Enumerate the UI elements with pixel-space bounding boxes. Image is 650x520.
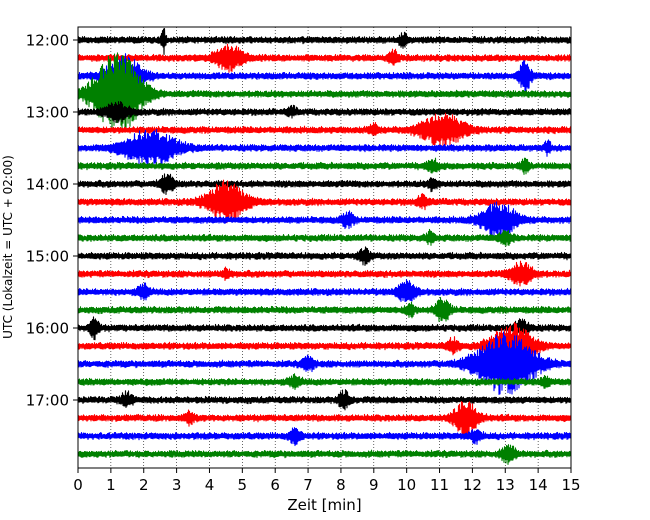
x-tick-label: 10 xyxy=(397,476,416,494)
x-tick-label: 13 xyxy=(496,476,515,494)
x-tick-label: 8 xyxy=(336,476,346,494)
seismic-trace-1500 xyxy=(77,246,572,266)
seismic-trace-1715 xyxy=(77,400,572,437)
y-axis-label: UTC (Lokalzeit = UTC + 02:00) xyxy=(1,155,15,339)
y-axis-ticks: 12:00 13:00 14:00 15:00 16:00 17:00 xyxy=(26,32,78,410)
seismic-trace-1245 xyxy=(77,52,572,133)
seismic-trace-1530 xyxy=(77,279,572,303)
seismic-trace-1730 xyxy=(77,427,572,447)
seismic-trace-1400 xyxy=(77,173,572,196)
x-axis-label: Zeit [min] xyxy=(287,496,361,514)
y-tick-label: 17:00 xyxy=(26,392,69,410)
y-tick-label: 13:00 xyxy=(26,104,69,122)
seismic-trace-1445 xyxy=(77,228,572,247)
seismic-trace-1315 xyxy=(77,112,572,148)
seismic-trace-1545 xyxy=(77,297,572,322)
seismic-trace-1515 xyxy=(77,260,572,287)
seismic-traces xyxy=(77,27,572,465)
x-tick-label: 3 xyxy=(172,476,182,494)
seismic-trace-1215 xyxy=(77,43,572,73)
y-tick-label: 14:00 xyxy=(26,176,69,194)
seismic-trace-1600 xyxy=(77,316,572,341)
x-tick-label: 14 xyxy=(529,476,548,494)
seismic-trace-1345 xyxy=(77,157,572,175)
seismic-trace-1430 xyxy=(77,201,572,240)
x-tick-label: 11 xyxy=(430,476,449,494)
x-tick-label: 7 xyxy=(303,476,313,494)
x-tick-label: 5 xyxy=(238,476,248,494)
x-tick-label: 2 xyxy=(139,476,149,494)
seismic-trace-1330 xyxy=(77,128,572,167)
seismic-trace-1745 xyxy=(77,444,572,465)
y-tick-label: 15:00 xyxy=(26,248,69,266)
x-tick-label: 0 xyxy=(73,476,83,494)
seismic-trace-1200 xyxy=(77,27,572,56)
x-tick-label: 9 xyxy=(369,476,379,494)
seismic-trace-1300 xyxy=(77,101,572,124)
x-tick-label: 12 xyxy=(463,476,482,494)
seismic-trace-1700 xyxy=(77,389,572,411)
seismic-trace-1230 xyxy=(77,53,572,100)
x-tick-label: 1 xyxy=(106,476,116,494)
seismic-trace-1630 xyxy=(77,331,572,395)
x-axis-ticks: 0 1 2 3 4 5 6 7 8 9 10 11 12 13 14 15 xyxy=(73,468,581,494)
x-tick-label: 4 xyxy=(205,476,215,494)
seismic-trace-1415 xyxy=(77,179,572,224)
y-tick-label: 16:00 xyxy=(26,320,69,338)
x-tick-label: 15 xyxy=(561,476,580,494)
x-tick-label: 6 xyxy=(270,476,280,494)
y-tick-label: 12:00 xyxy=(26,32,69,50)
plot-frame xyxy=(77,26,572,469)
seismic-trace-1645 xyxy=(77,373,572,391)
